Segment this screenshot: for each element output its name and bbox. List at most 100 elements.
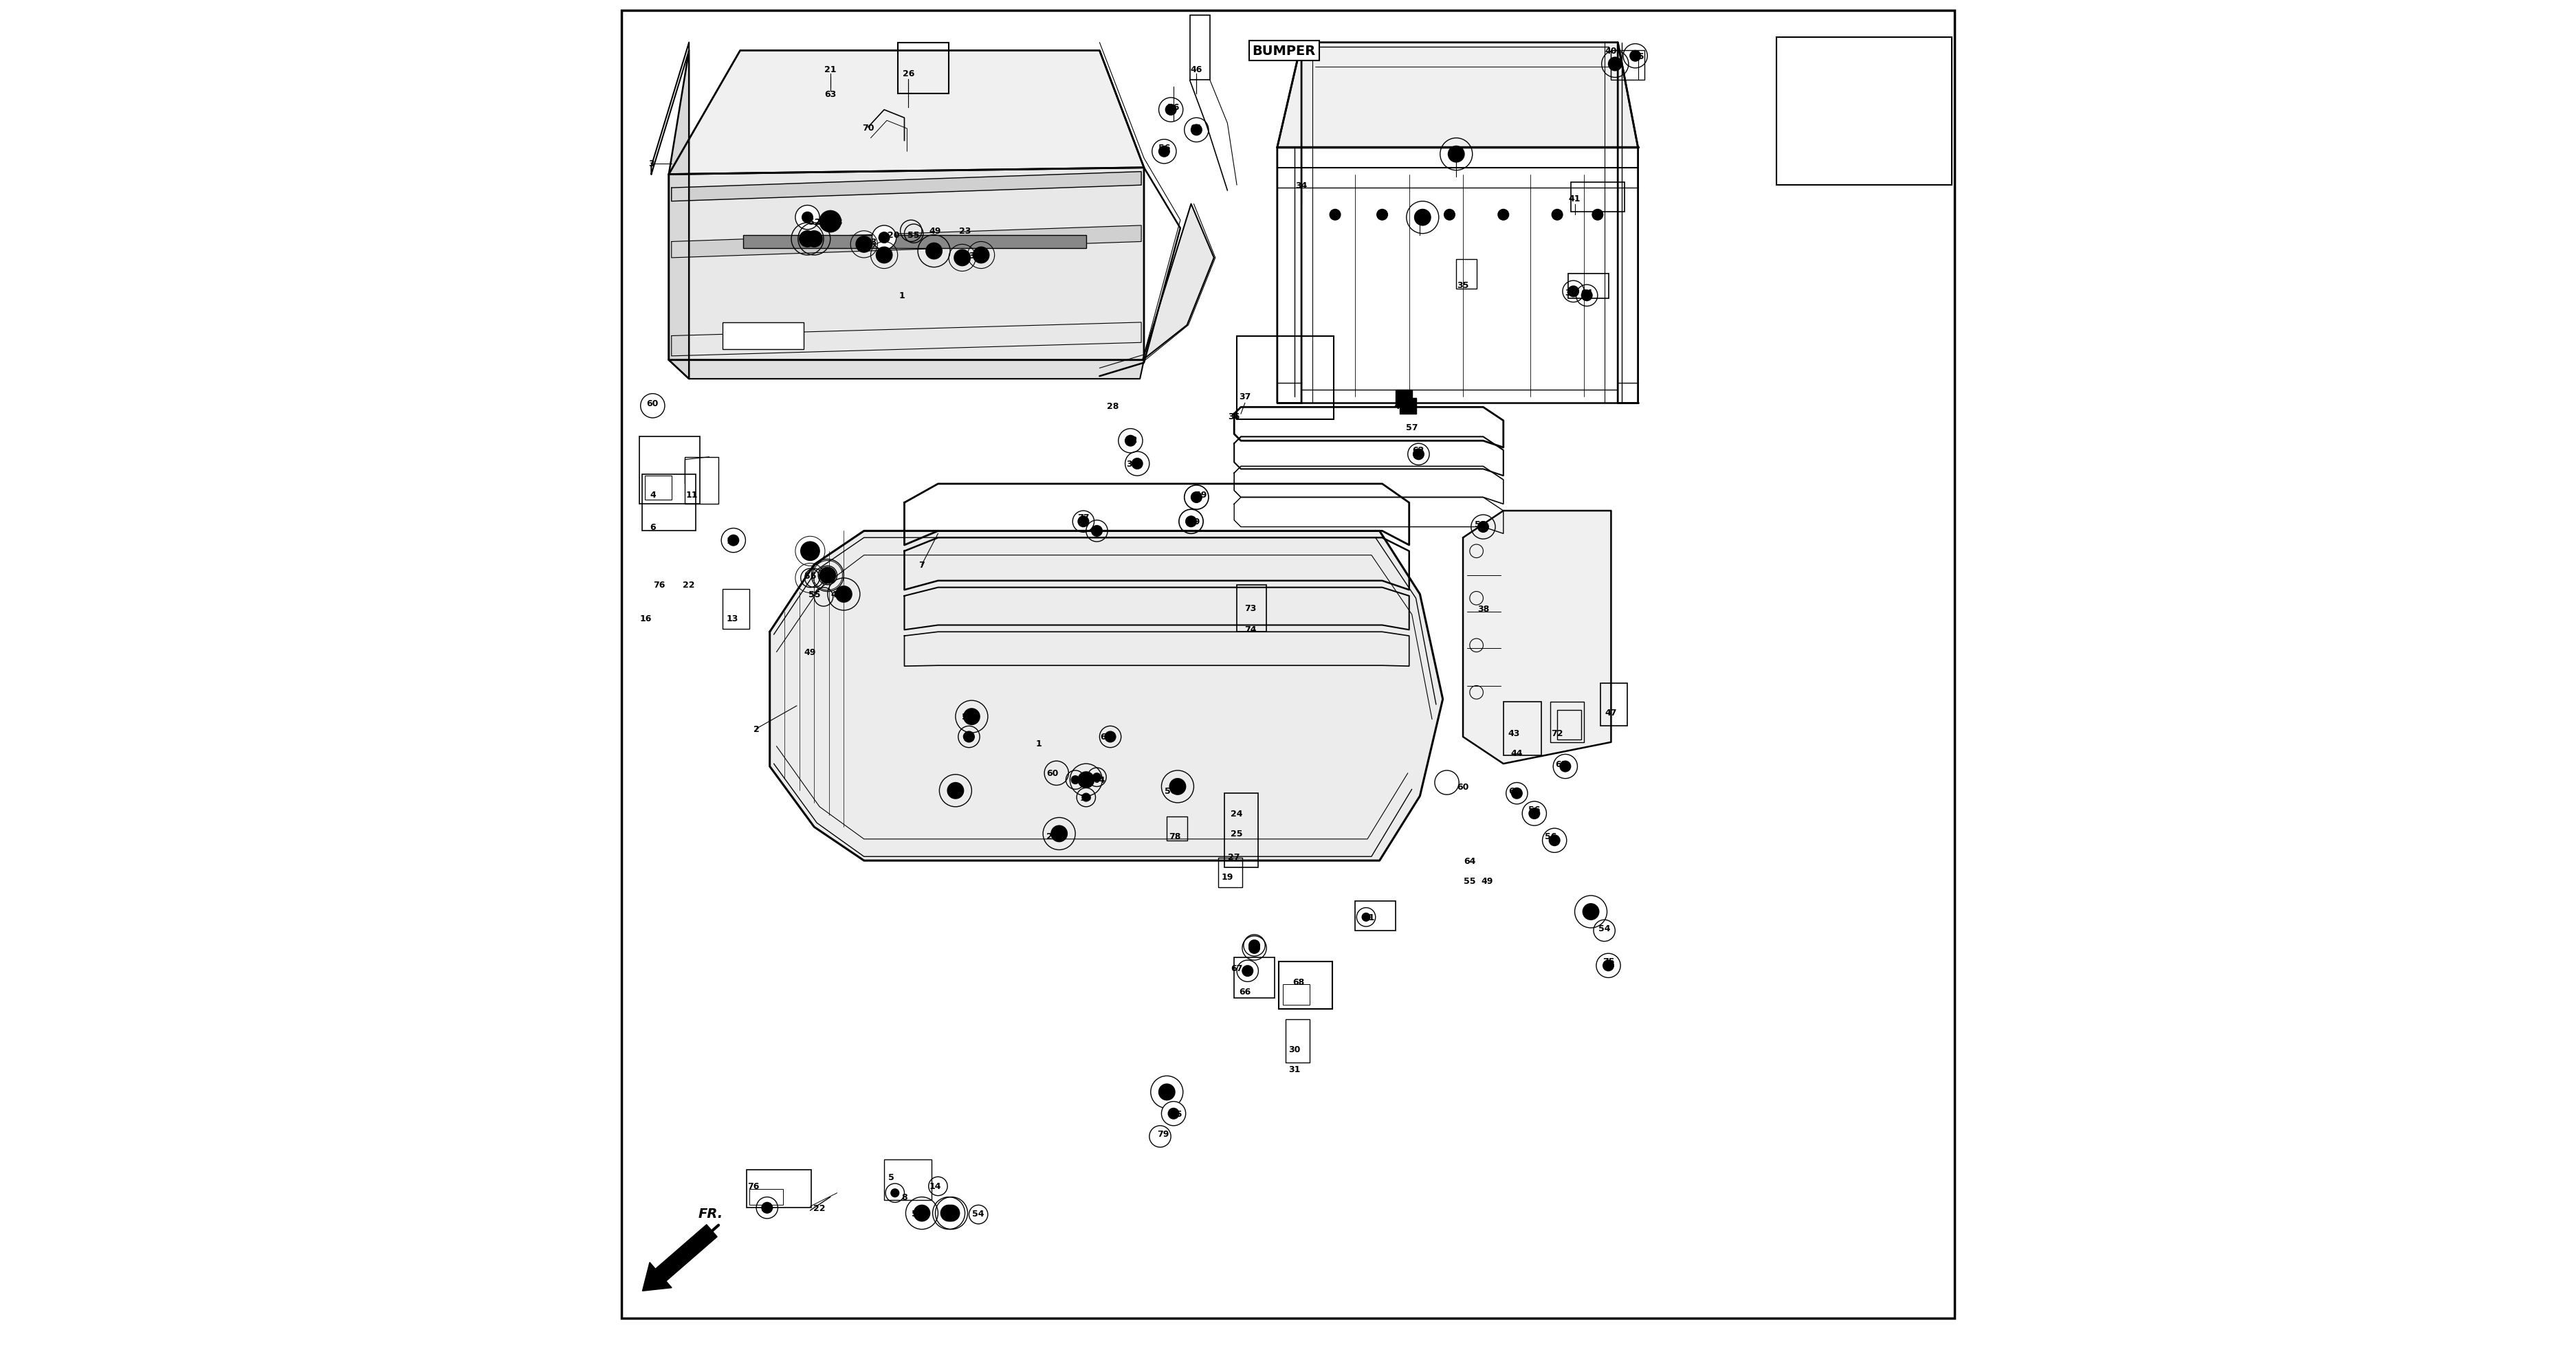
Bar	[1558, 710, 1582, 740]
Circle shape	[1249, 940, 1260, 951]
Bar	[1504, 702, 1540, 756]
Text: 49: 49	[832, 590, 842, 599]
Text: 62: 62	[1412, 447, 1425, 455]
Circle shape	[1092, 526, 1103, 537]
Text: 54: 54	[961, 713, 974, 721]
Text: 34: 34	[1296, 182, 1309, 190]
Bar	[1571, 183, 1625, 213]
Text: 9: 9	[1074, 776, 1079, 784]
Bar	[1224, 794, 1260, 868]
Text: 67: 67	[1231, 964, 1242, 972]
Circle shape	[1159, 147, 1170, 157]
Text: 64: 64	[1584, 904, 1597, 912]
Circle shape	[835, 586, 853, 603]
Text: 61: 61	[1556, 760, 1566, 768]
Text: 75: 75	[1633, 52, 1643, 61]
Polygon shape	[1144, 204, 1213, 360]
Circle shape	[721, 529, 744, 553]
Bar	[1551, 702, 1584, 742]
Text: 18: 18	[726, 537, 739, 545]
Circle shape	[1164, 105, 1177, 116]
Text: 39: 39	[1564, 289, 1577, 297]
Circle shape	[855, 237, 873, 253]
Text: 22: 22	[683, 581, 696, 589]
Text: 42: 42	[1450, 147, 1463, 155]
Text: 64: 64	[1095, 776, 1105, 784]
Text: 61: 61	[1190, 124, 1203, 132]
Circle shape	[796, 206, 819, 230]
Text: 1: 1	[899, 292, 904, 300]
Circle shape	[1551, 210, 1564, 221]
Circle shape	[948, 783, 963, 799]
Circle shape	[1051, 826, 1066, 842]
Circle shape	[1561, 761, 1571, 772]
Text: 23: 23	[958, 227, 971, 235]
Circle shape	[1445, 210, 1455, 221]
Text: 75: 75	[1602, 958, 1615, 966]
Circle shape	[891, 1189, 899, 1197]
Circle shape	[1105, 732, 1115, 742]
Text: 33: 33	[1126, 460, 1139, 468]
Text: 12: 12	[1162, 1088, 1172, 1096]
Circle shape	[1190, 125, 1203, 136]
Text: 74: 74	[1244, 625, 1257, 633]
Circle shape	[1602, 960, 1613, 971]
Circle shape	[1414, 210, 1430, 226]
Circle shape	[943, 1205, 958, 1221]
Circle shape	[1548, 835, 1561, 846]
Circle shape	[1512, 788, 1522, 799]
Text: 31: 31	[1288, 1065, 1301, 1073]
Circle shape	[729, 535, 739, 546]
Text: 61: 61	[1249, 940, 1260, 948]
Text: 24: 24	[1231, 810, 1242, 818]
Text: 55: 55	[804, 572, 817, 580]
Text: 44: 44	[1510, 749, 1522, 757]
Text: 5: 5	[889, 1173, 894, 1181]
Text: 7: 7	[920, 561, 925, 569]
Text: 66: 66	[1239, 987, 1252, 995]
Text: 59: 59	[1195, 491, 1206, 499]
Text: 76: 76	[654, 581, 665, 589]
Text: 36: 36	[1229, 413, 1239, 421]
Bar	[1236, 585, 1267, 632]
Text: 64: 64	[1582, 289, 1592, 297]
Text: 56: 56	[1159, 144, 1170, 152]
Text: BUMPER: BUMPER	[1252, 44, 1316, 58]
Text: 25: 25	[1231, 830, 1242, 838]
Circle shape	[1414, 449, 1425, 460]
Text: 63: 63	[963, 252, 974, 260]
Text: 71: 71	[1414, 214, 1427, 222]
Text: 15: 15	[1170, 1110, 1182, 1118]
Circle shape	[1190, 492, 1203, 503]
Text: 14: 14	[930, 1182, 940, 1190]
Polygon shape	[672, 226, 1141, 258]
Polygon shape	[1463, 511, 1610, 764]
Text: 49: 49	[804, 648, 817, 656]
Text: 60: 60	[1046, 769, 1059, 777]
Circle shape	[878, 233, 889, 243]
Text: 60: 60	[1458, 783, 1468, 791]
Polygon shape	[670, 360, 1144, 379]
Bar	[884, 1159, 933, 1200]
Circle shape	[1631, 51, 1641, 62]
Text: 48: 48	[832, 218, 842, 226]
Text: 68: 68	[1293, 978, 1303, 986]
Bar	[639, 437, 701, 504]
Bar	[641, 475, 696, 531]
Bar	[896, 43, 948, 94]
Polygon shape	[672, 172, 1141, 202]
Text: FR.: FR.	[698, 1206, 724, 1220]
Text: 52: 52	[809, 218, 819, 226]
Text: 53: 53	[1473, 521, 1486, 529]
Bar	[1355, 901, 1396, 931]
Text: 4: 4	[649, 491, 657, 499]
Circle shape	[974, 247, 989, 264]
Text: 73: 73	[1244, 604, 1257, 612]
Text: 63: 63	[824, 90, 837, 98]
Circle shape	[1582, 904, 1600, 920]
Bar	[1399, 398, 1417, 414]
Text: 3: 3	[649, 160, 654, 168]
Circle shape	[1077, 516, 1090, 527]
Text: 54: 54	[971, 1209, 984, 1217]
Bar	[1285, 1020, 1309, 1063]
